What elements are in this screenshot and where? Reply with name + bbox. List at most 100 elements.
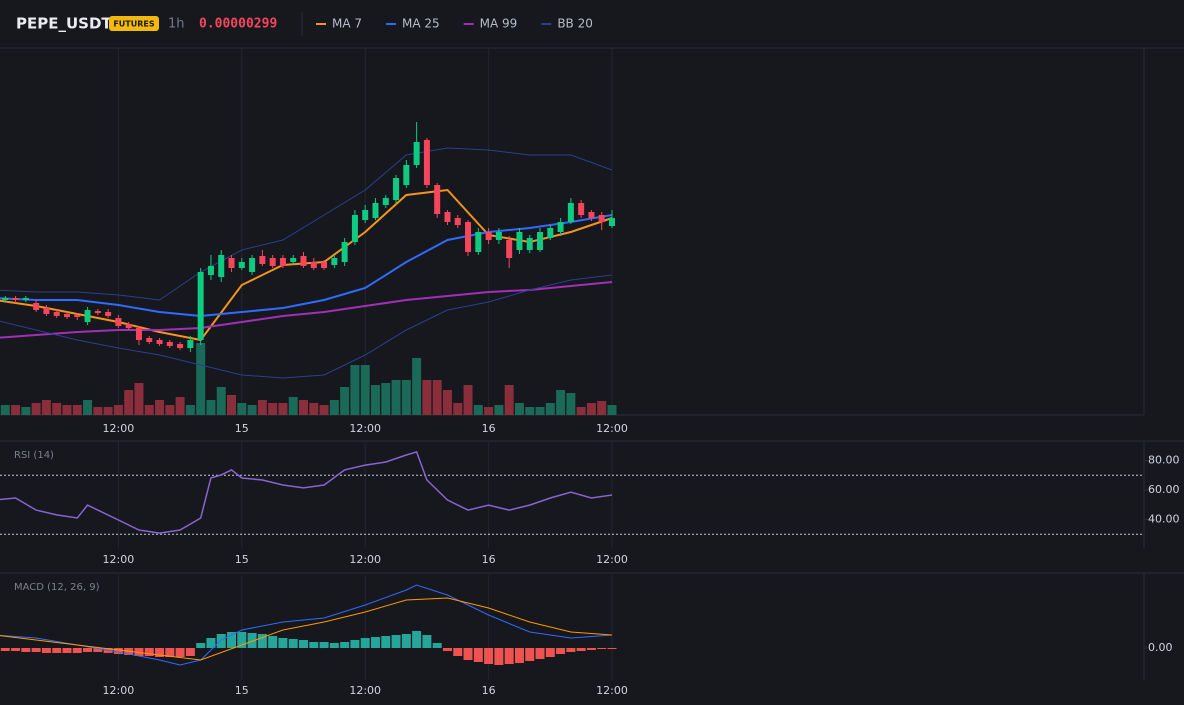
volume-bar [31,403,41,415]
candle-body [567,203,574,222]
volume-bar [0,405,10,415]
candle-body [105,312,112,316]
volume-bar [401,380,411,415]
volume-bar [535,407,545,415]
candle-body [547,228,554,238]
candle-body [146,338,153,342]
volume-bar [196,343,206,415]
y-tick-label: 0.00 [1148,641,1173,654]
volume-bar [422,380,432,415]
indicator-line [0,281,613,339]
histogram-bar [412,631,422,648]
volume-bar [525,407,535,415]
volume-bar [556,390,566,415]
volume-bar [494,405,504,415]
candle-body [228,258,235,268]
indicator-line [0,147,613,301]
indicator-line [0,584,613,666]
badge-bg [109,16,159,31]
candle-body [135,328,142,340]
histogram-bar [93,648,103,652]
x-tick-label: 15 [235,684,249,697]
histogram-bar [155,648,165,657]
histogram-bar [381,636,391,648]
histogram-bar [340,642,350,648]
histogram-bar [268,636,278,648]
volume-bar [340,387,350,415]
histogram-bar [463,648,473,660]
interval[interactable]: 1h [168,17,185,32]
volume-bar [299,400,308,415]
histogram-bar [31,648,41,652]
volume-bar [442,390,452,415]
candle-body [63,314,70,317]
candle-body [279,258,286,266]
volume-bar [62,405,72,415]
histogram-bar [607,648,617,649]
candle-body [94,311,101,313]
candle-body [310,262,317,268]
histogram-bar [72,648,82,653]
histogram-bar [0,648,10,651]
candle-body [413,142,420,165]
volume-bar [288,397,298,415]
badge: FUTURES [113,20,155,29]
volume-bar [185,405,195,415]
candle-body [269,258,276,266]
volume-bar [391,380,401,415]
volume-bar [134,383,144,415]
histogram-bar [83,648,93,652]
legend-label: BB 20 [557,17,593,31]
histogram-bar [144,648,154,656]
histogram-bar [597,648,607,649]
candle-body [197,272,204,340]
volume-bar [52,403,62,415]
histogram-bar [278,638,288,648]
volume-bar [473,405,483,415]
histogram-bar [432,643,442,648]
candle-body [382,198,389,205]
volume-bar [237,403,247,415]
volume-bar [309,403,319,415]
candle-body [362,210,369,220]
volume-bar [329,400,339,415]
volume-bar [268,403,278,415]
indicator-line [0,214,613,318]
x-tick-label: 12:00 [349,422,381,435]
volume-bar [175,397,185,415]
histogram-bar [535,648,545,659]
x-tick-label: 12:00 [349,553,381,566]
candle-body [475,232,482,252]
histogram-bar [52,648,62,653]
histogram-bar [185,648,195,656]
y-tick-label: 40.00 [1148,513,1180,526]
volume-bar [93,407,103,415]
histogram-bar [196,643,206,648]
candle-body [249,258,256,272]
histogram-bar [525,648,535,661]
volume-bar [124,390,134,415]
histogram-bar [401,634,411,648]
x-tick-label: 12:00 [103,553,135,566]
histogram-bar [113,648,123,654]
candle-body [485,232,492,240]
volume-bar [72,405,82,415]
x-tick-label: 16 [482,553,496,566]
volume-bar [514,403,524,415]
volume-bar [370,385,380,415]
candle-body [84,310,91,322]
candle-body [495,232,502,240]
last-price: 0.00000299 [199,17,277,32]
histogram-bar [370,637,380,648]
histogram-bar [576,648,586,651]
volume-bar [165,405,175,415]
x-tick-label: 12:00 [596,684,628,697]
volume-bar [319,405,329,415]
histogram-bar [391,635,401,648]
histogram-bar [41,648,51,653]
volume-bar [103,407,113,415]
volume-bar [412,358,422,415]
x-tick-label: 15 [235,553,249,566]
candle-body [12,298,19,300]
